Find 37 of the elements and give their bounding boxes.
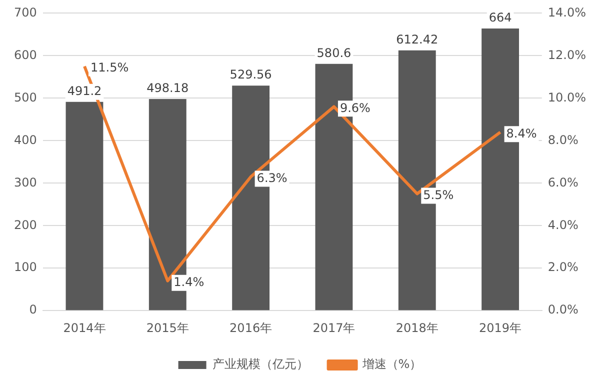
y2-tick-label: 2.0% — [548, 260, 578, 274]
legend-label: 增速（%） — [361, 357, 422, 372]
y-tick-label: 700 — [14, 5, 37, 20]
bar — [66, 102, 104, 310]
x-tick-label: 2017年 — [312, 320, 356, 335]
y-tick-label: 200 — [14, 218, 37, 232]
data-label: 8.4% — [506, 126, 537, 140]
y2-tick-label: 12.0% — [548, 48, 586, 62]
y-tick-label: 300 — [14, 175, 37, 190]
data-label: 1.4% — [174, 274, 204, 289]
y-tick-label: 400 — [14, 132, 37, 147]
data-label: 9.6% — [340, 100, 370, 115]
y2-tick-label: 10.0% — [548, 90, 586, 104]
y-tick-label: 100 — [14, 260, 37, 274]
data-label: 612.42 — [396, 32, 438, 47]
y2-tick-label: 4.0% — [548, 218, 578, 232]
data-label: 491.2 — [67, 84, 102, 98]
data-label: 529.56 — [230, 68, 272, 82]
y2-tick-label: 14.0% — [548, 5, 586, 20]
y2-tick-label: 6.0% — [548, 175, 578, 190]
x-tick-label: 2015年 — [146, 320, 189, 335]
x-tick-label: 2014年 — [63, 320, 106, 335]
data-label: 6.3% — [256, 170, 288, 185]
data-label: 498.18 — [146, 81, 189, 96]
data-label: 11.5% — [90, 60, 129, 74]
x-tick-label: 2019年 — [479, 320, 522, 335]
legend-label: 产业规模（亿元） — [212, 357, 308, 372]
y-tick-label: 0 — [29, 302, 37, 317]
y2-tick-label: 8.0% — [548, 132, 578, 147]
data-label: 580.6 — [316, 46, 352, 60]
data-label: 664 — [488, 10, 512, 25]
y-tick-label: 600 — [14, 48, 37, 62]
x-tick-label: 2016年 — [230, 320, 272, 335]
x-tick-label: 2018年 — [396, 320, 438, 335]
data-label: 5.5% — [423, 188, 454, 202]
y-tick-label: 500 — [14, 90, 37, 104]
y2-tick-label: 0.0% — [548, 302, 578, 317]
